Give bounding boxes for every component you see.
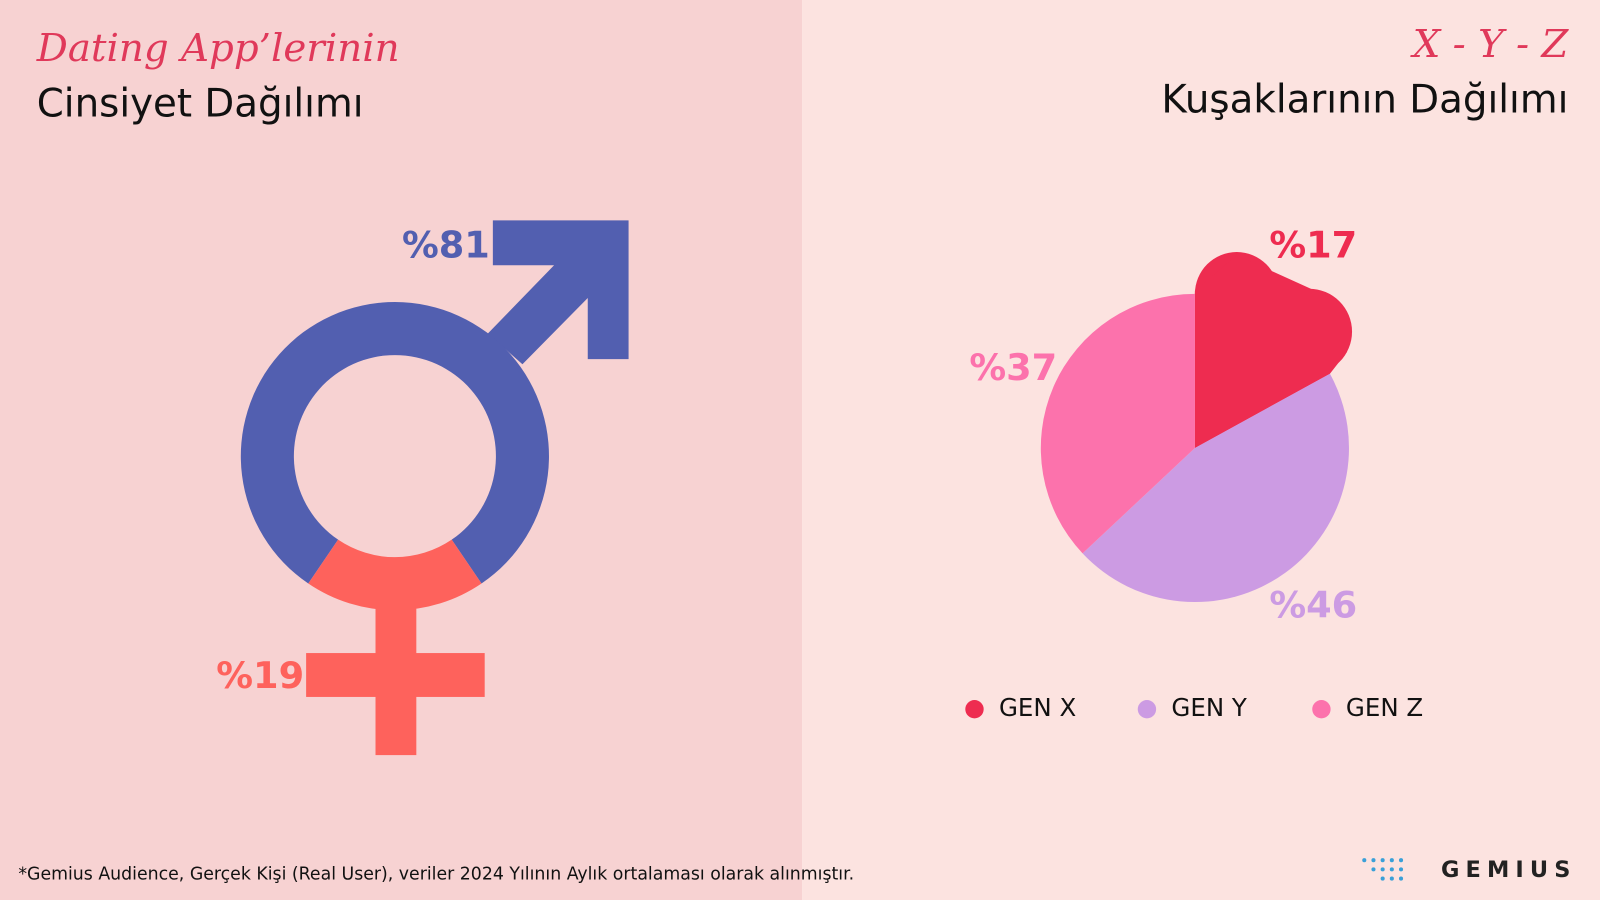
male-arrow <box>487 220 629 365</box>
left-panel <box>0 0 803 900</box>
value-label: %19 <box>216 654 304 697</box>
pie-slice <box>1040 293 1195 554</box>
heart-fill <box>1194 255 1347 448</box>
chart-subtitle: Kuşaklarının Dağılımı <box>1161 78 1568 123</box>
legend-label: GEN Y <box>1171 693 1247 722</box>
legend-marker <box>1137 700 1157 719</box>
footnote: *Gemius Audience, Gerçek Kişi (Real User… <box>18 864 854 884</box>
value-label: %46 <box>1269 584 1357 627</box>
logo-dots <box>1362 858 1404 881</box>
value-label: %17 <box>1269 223 1357 266</box>
chart-title: Dating App’lerinin <box>36 26 400 71</box>
legend-marker <box>1312 700 1331 719</box>
chart-subtitle: Cinsiyet Dağılımı <box>37 82 364 127</box>
value-label: %81 <box>402 223 490 266</box>
legend-label: GEN X <box>999 693 1076 722</box>
legend-label: GEN Z <box>1346 693 1423 722</box>
legend-marker <box>965 700 984 719</box>
donut-segment <box>240 302 549 584</box>
chart-title: X - Y - Z <box>1410 22 1570 67</box>
value-label: %37 <box>969 346 1057 389</box>
pie-slice <box>1082 373 1349 603</box>
female-cross <box>306 653 485 697</box>
logo: GEMIUS <box>1441 857 1577 883</box>
donut-segment <box>308 539 482 611</box>
